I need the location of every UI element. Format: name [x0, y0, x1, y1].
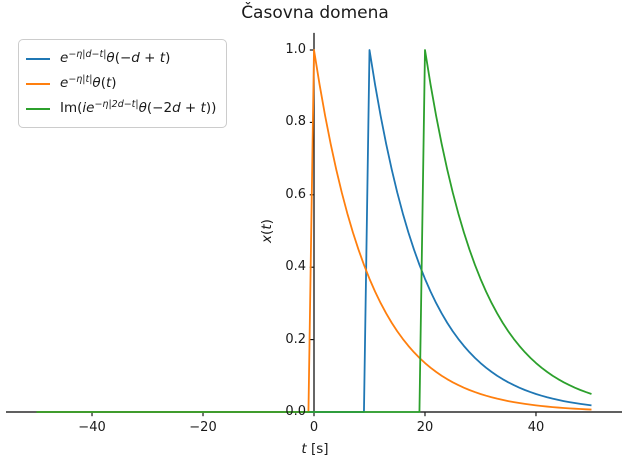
math-segment: t: [259, 224, 275, 230]
x-tick-label: 20: [416, 420, 434, 435]
y-tick-label: 0.8: [285, 114, 306, 130]
math-segment: −η|t|: [68, 73, 93, 85]
math-segment: (: [100, 74, 106, 91]
y-tick-label: 0.0: [285, 404, 306, 419]
math-segment: ): [259, 219, 275, 225]
legend-line-swatch: [26, 82, 50, 85]
math-segment: t: [105, 74, 112, 91]
math-segment: Im(: [60, 99, 83, 116]
math-segment: e: [60, 49, 69, 66]
chart-title: Časovna domena: [241, 3, 389, 23]
y-tick-label: 0.6: [285, 186, 306, 202]
math-segment: ): [111, 74, 117, 91]
legend-item: e−η|t|θ(t): [26, 71, 216, 96]
legend-item: Im(ie−η|2d−t|θ(−2d + t)): [26, 96, 216, 121]
legend-line-swatch: [26, 107, 50, 110]
math-segment: −η|2d−t|: [94, 98, 139, 110]
x-tick-label: −40: [78, 420, 106, 435]
legend-box: e−η|d−t|θ(−d + t) e−η|t|θ(t) Im(ie−η|2d−t|…: [18, 39, 228, 128]
legend-label: e−η|t|θ(t): [60, 73, 117, 93]
y-axis-label: x(t): [259, 201, 275, 261]
math-segment: e: [60, 74, 69, 91]
math-segment: −η|d−t|: [68, 48, 107, 60]
math-segment: d: [172, 99, 181, 116]
legend-item: e−η|d−t|θ(−d + t): [26, 46, 216, 71]
math-segment: θ: [106, 49, 115, 66]
x-tick-label: −20: [189, 420, 217, 435]
math-segment: )): [205, 99, 217, 116]
math-segment: ie: [82, 99, 95, 116]
math-segment: t: [200, 99, 206, 116]
legend-label: Im(ie−η|2d−t|θ(−2d + t)): [60, 98, 217, 118]
x-tick-label: 0: [309, 420, 319, 435]
math-segment: +: [180, 99, 201, 116]
legend-label: e−η|d−t|θ(−d + t): [60, 48, 171, 68]
math-segment: t: [301, 441, 307, 457]
math-segment: θ: [138, 99, 147, 116]
math-segment: t: [159, 49, 166, 66]
math-segment: +: [139, 49, 160, 66]
math-segment: [s]: [306, 441, 329, 457]
x-tick-label: 40: [527, 420, 545, 435]
series-line-2: [36, 49, 592, 413]
y-tick-label: 1.0: [285, 42, 306, 57]
math-segment: (−2: [146, 99, 173, 116]
y-tick-label: 0.2: [285, 331, 306, 347]
math-segment: θ: [92, 74, 101, 91]
math-segment: (−: [114, 49, 132, 66]
math-segment: d: [131, 49, 140, 66]
y-tick-label: 0.4: [285, 259, 306, 275]
x-axis-label: t [s]: [0, 441, 630, 457]
math-segment: ): [165, 49, 171, 66]
math-segment: x: [259, 234, 275, 243]
legend-line-swatch: [26, 57, 50, 60]
math-segment: (: [259, 229, 275, 235]
